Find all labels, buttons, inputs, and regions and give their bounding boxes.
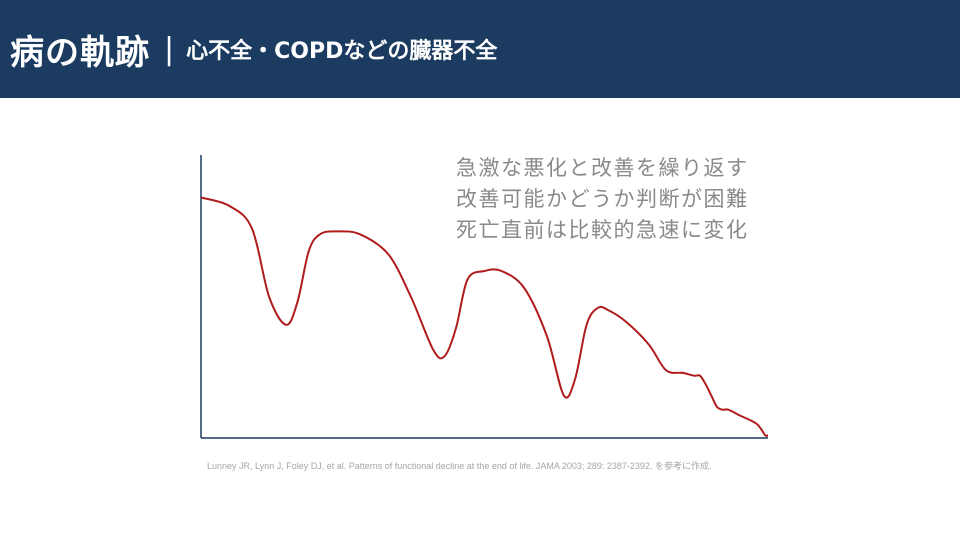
trajectory-line <box>200 196 769 438</box>
annotation-line: 死亡直前は比較的急速に変化 <box>456 218 749 242</box>
title-bar: 病の軌跡 | 心不全・COPDなどの臓器不全 <box>0 0 960 98</box>
page-title: 病の軌跡 <box>10 32 150 73</box>
annotation-line: 改善可能かどうか判断が困難 <box>456 187 749 211</box>
annotation-line: 急激な悪化と改善を繰り返す <box>456 156 749 180</box>
citation-text: Lunney JR, Lynn J, Foley DJ, et al. Patt… <box>207 461 712 471</box>
page-subtitle: 心不全・COPDなどの臓器不全 <box>186 39 498 64</box>
annotation-block: 急激な悪化と改善を繰り返す 改善可能かどうか判断が困難 死亡直前は比較的急速に変… <box>456 153 749 246</box>
title-separator: | <box>164 31 175 67</box>
